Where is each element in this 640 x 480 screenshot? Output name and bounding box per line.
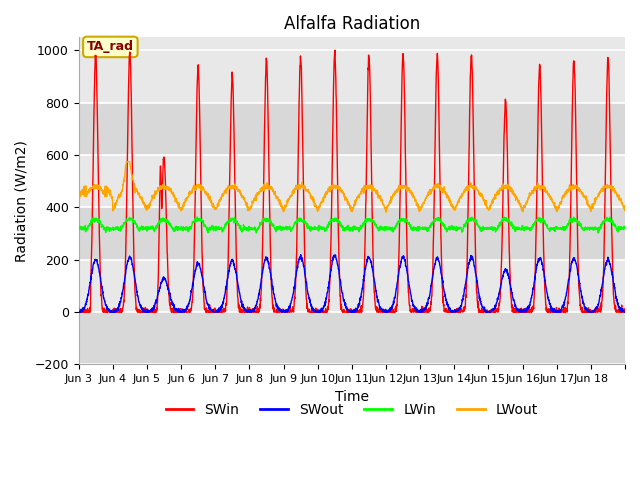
SWin [516, 309, 524, 315]
SWout [516, 309, 524, 315]
Bar [79, 260, 625, 312]
SWout [129, 266, 137, 272]
SWin [248, 309, 255, 315]
SWout [247, 309, 255, 315]
Bar [79, 103, 625, 155]
SWin [75, 309, 83, 315]
SWin [621, 309, 629, 315]
Legend: SWin, SWout, LWin, LWout: SWin, SWout, LWin, LWout [160, 398, 543, 423]
SWout [621, 309, 629, 315]
SWin [75, 306, 83, 312]
Title: Alfalfa Radiation: Alfalfa Radiation [284, 15, 420, 33]
LWout [548, 196, 556, 202]
SWout [547, 308, 555, 314]
LWin [547, 226, 555, 231]
X-axis label: Time: Time [335, 390, 369, 404]
LWin [248, 226, 255, 231]
LWin [594, 230, 602, 236]
LWout [614, 192, 621, 198]
Y-axis label: Radiation (W/m2): Radiation (W/m2) [15, 140, 29, 262]
LWin [129, 216, 137, 222]
Text: TA_rad: TA_rad [87, 40, 134, 53]
LWout [75, 197, 83, 203]
Line: LWout: LWout [79, 162, 625, 212]
LWout [516, 203, 524, 209]
Line: SWin: SWin [79, 50, 625, 312]
LWin [614, 226, 621, 231]
LWout [248, 203, 255, 209]
SWin [130, 230, 138, 236]
LWin [621, 224, 629, 230]
SWin [331, 48, 339, 53]
LWout [621, 205, 629, 211]
Bar [79, 50, 625, 103]
SWout [614, 301, 621, 307]
LWout [385, 202, 393, 208]
LWout [383, 209, 390, 215]
LWin [193, 214, 201, 220]
SWin [614, 309, 621, 315]
SWin [548, 306, 556, 312]
Line: SWout: SWout [79, 255, 625, 312]
LWout [122, 159, 130, 165]
SWout [297, 252, 305, 258]
Bar [79, 155, 625, 207]
LWout [130, 178, 138, 184]
LWin [75, 227, 83, 233]
LWin [385, 225, 392, 230]
Line: LWin: LWin [79, 217, 625, 233]
LWin [516, 226, 524, 231]
Bar [79, 312, 625, 364]
SWout [385, 307, 392, 313]
Bar [79, 207, 625, 260]
SWout [75, 309, 83, 315]
SWin [385, 308, 393, 314]
